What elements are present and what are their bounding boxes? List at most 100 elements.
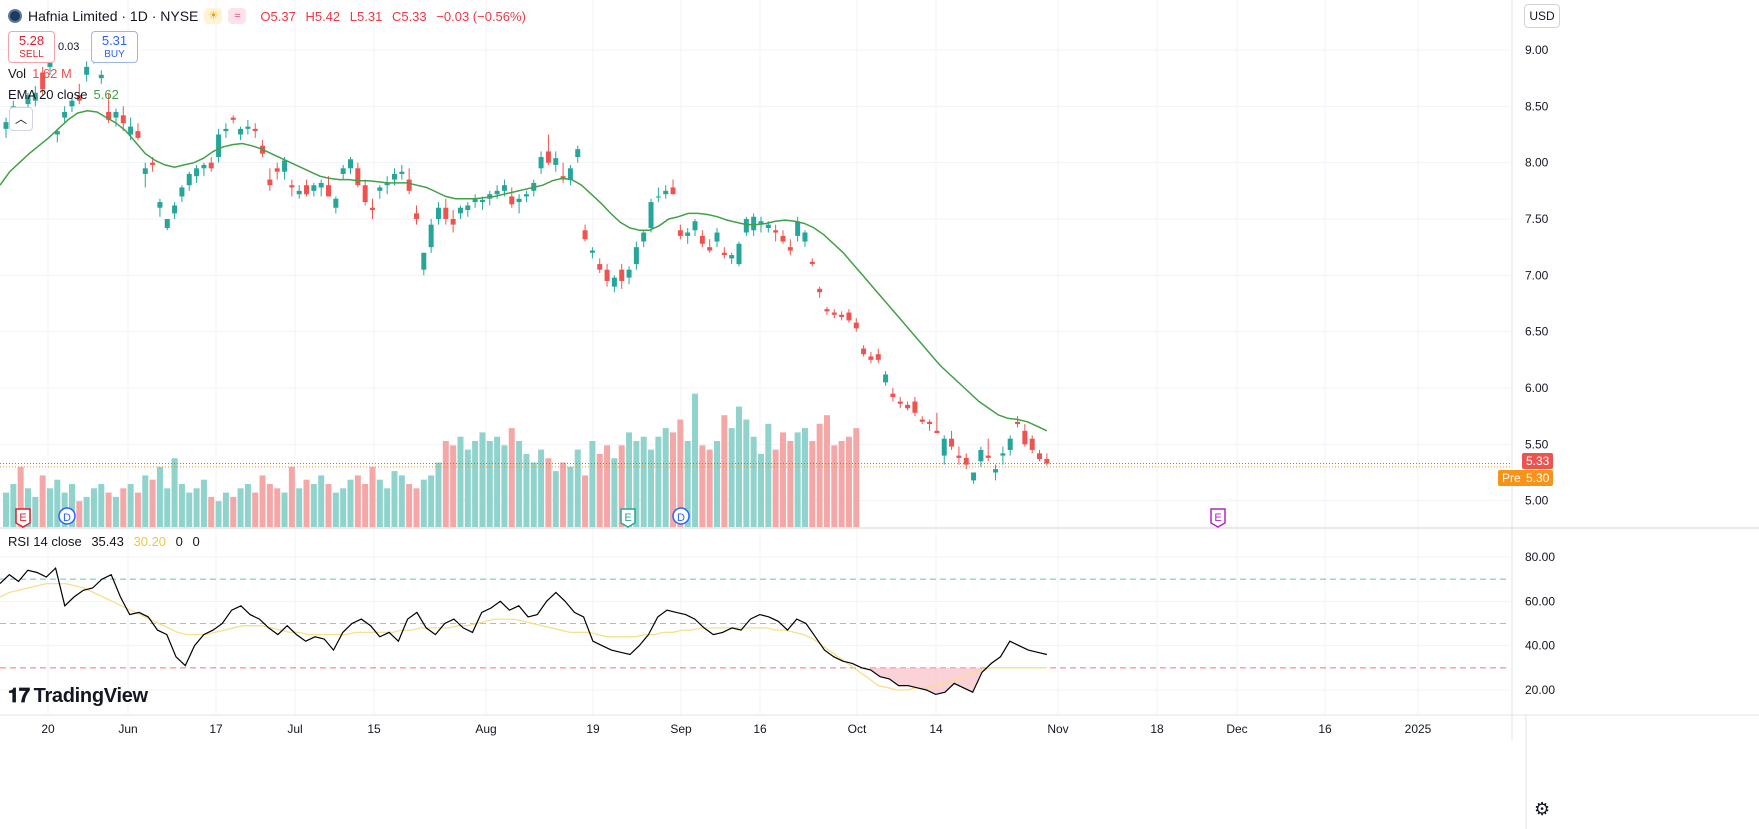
time-tick-label: Oct bbox=[848, 722, 867, 736]
rsi-tick-label: 80.00 bbox=[1525, 550, 1555, 564]
candle-body bbox=[245, 126, 251, 129]
rsi-legend[interactable]: RSI 14 close 35.43 30.20 0 0 bbox=[8, 534, 200, 549]
candle bbox=[157, 198, 163, 217]
time-tick-label: 15 bbox=[367, 722, 381, 736]
candle bbox=[670, 179, 676, 195]
volume-bar bbox=[127, 484, 134, 527]
volume-bar bbox=[332, 492, 339, 527]
candle-body bbox=[978, 449, 984, 462]
candle-body bbox=[450, 219, 456, 225]
candle bbox=[487, 190, 493, 206]
candle bbox=[743, 216, 749, 236]
candle bbox=[208, 157, 214, 172]
ohlc-open: O5.37 bbox=[260, 8, 296, 24]
currency-selector[interactable]: USD bbox=[1524, 4, 1560, 28]
tradingview-logo[interactable]: 𝟏𝟕 TradingView bbox=[8, 685, 148, 708]
price-tick-label: 8.50 bbox=[1525, 99, 1549, 113]
candle-body bbox=[296, 190, 302, 195]
buy-button[interactable]: 5.31 BUY bbox=[91, 31, 138, 63]
candle-body bbox=[186, 173, 192, 186]
candle-body bbox=[501, 185, 507, 191]
volume-bar bbox=[413, 488, 420, 527]
volume-bar bbox=[479, 432, 486, 527]
price-tick-label: 8.00 bbox=[1525, 156, 1549, 170]
candle-body bbox=[150, 162, 156, 165]
dividend-marker-shape bbox=[672, 507, 690, 525]
volume-bar bbox=[545, 458, 552, 527]
candle bbox=[589, 247, 595, 259]
ema-legend[interactable]: EMA 20 close 5.62 bbox=[8, 87, 119, 102]
candle bbox=[905, 401, 911, 411]
candle-body bbox=[1029, 438, 1035, 450]
market-open-icon[interactable]: ☀ bbox=[204, 8, 223, 24]
candle-body bbox=[758, 221, 764, 225]
candle-body bbox=[465, 205, 471, 210]
candle-body bbox=[238, 128, 244, 135]
time-tick-label: 20 bbox=[41, 722, 55, 736]
candle bbox=[62, 106, 68, 124]
volume-legend[interactable]: Vol 1.62 M bbox=[8, 66, 72, 81]
volume-bar bbox=[508, 428, 515, 527]
candle-body bbox=[773, 230, 779, 233]
candle bbox=[340, 164, 346, 180]
volume-bar bbox=[750, 436, 757, 527]
candle-body bbox=[318, 182, 324, 188]
candle bbox=[1044, 453, 1050, 466]
earnings-marker-icon[interactable]: E bbox=[620, 508, 636, 528]
volume-bar bbox=[706, 449, 713, 527]
candle-body bbox=[282, 160, 288, 172]
earnings-marker-icon[interactable]: E bbox=[15, 508, 31, 528]
time-tick-label: Sep bbox=[670, 722, 692, 736]
settings-gear-icon[interactable]: ⚙ bbox=[1534, 799, 1551, 819]
collapse-legend-button[interactable]: ︿ bbox=[9, 107, 33, 131]
sell-button[interactable]: 5.28 SELL bbox=[8, 31, 55, 63]
candle-body bbox=[3, 122, 9, 129]
candle bbox=[282, 157, 288, 180]
dividend-marker-icon[interactable]: D bbox=[672, 507, 690, 525]
volume-bar bbox=[699, 445, 706, 527]
candle bbox=[457, 205, 463, 219]
sell-price: 5.28 bbox=[18, 33, 45, 48]
volume-bar bbox=[134, 492, 141, 527]
volume-bar bbox=[435, 462, 442, 527]
candle bbox=[355, 162, 361, 188]
candle bbox=[897, 397, 903, 409]
volume-bar bbox=[501, 445, 508, 527]
candle bbox=[135, 123, 141, 141]
candle bbox=[428, 219, 434, 253]
candle-body bbox=[370, 207, 375, 210]
volume-bar bbox=[728, 428, 735, 527]
dividend-marker-icon[interactable]: D bbox=[58, 507, 76, 525]
earnings-marker-shape bbox=[620, 508, 636, 528]
candle bbox=[223, 123, 229, 138]
volume-bar bbox=[633, 441, 640, 527]
symbol-title[interactable]: Hafnia Limited · 1D · NYSE bbox=[28, 8, 199, 24]
volume-bar bbox=[39, 475, 46, 527]
volume-bar bbox=[772, 449, 779, 527]
candle bbox=[377, 185, 383, 199]
price-tick-label: 7.50 bbox=[1525, 212, 1549, 226]
candle-body bbox=[670, 187, 676, 195]
candle bbox=[875, 348, 881, 364]
candle-body bbox=[780, 235, 786, 242]
volume-bar bbox=[46, 488, 53, 527]
candle bbox=[186, 171, 192, 191]
earnings-marker-icon[interactable]: E bbox=[1210, 508, 1226, 528]
candle-body bbox=[619, 269, 625, 281]
candle-body bbox=[201, 164, 207, 169]
volume-bars bbox=[3, 393, 860, 527]
candle-body bbox=[699, 235, 705, 244]
candle bbox=[626, 266, 632, 285]
candle-body bbox=[69, 100, 75, 107]
volume-bar bbox=[442, 441, 449, 527]
time-tick-label: 14 bbox=[929, 722, 943, 736]
candle-body bbox=[648, 202, 654, 229]
volume-bar bbox=[779, 432, 786, 527]
volume-bar bbox=[303, 479, 310, 527]
rsi-bands bbox=[0, 578, 1510, 669]
buy-label: BUY bbox=[104, 49, 125, 60]
indicator-wave-icon[interactable]: ≈ bbox=[228, 8, 247, 24]
candle bbox=[142, 162, 148, 188]
